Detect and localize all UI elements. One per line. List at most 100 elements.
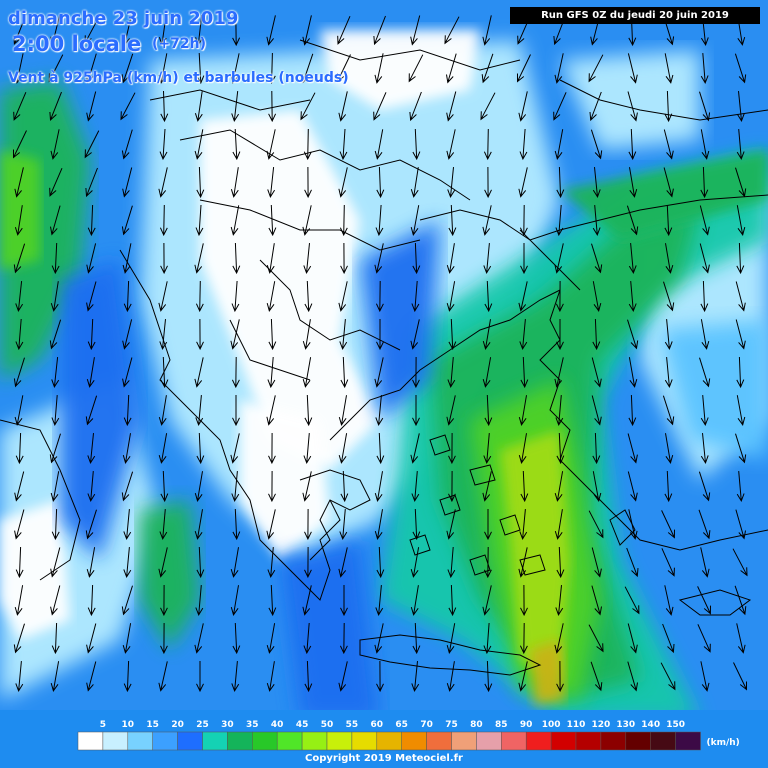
wind-arrow <box>122 433 131 464</box>
coastline <box>539 289 768 551</box>
wind-arrow <box>588 54 604 83</box>
wind-arrow <box>122 319 133 350</box>
wind-arrow <box>483 546 492 579</box>
coastline <box>678 589 752 616</box>
wind-arrow <box>482 471 492 502</box>
wind-arrow <box>376 166 385 199</box>
legend-tick-label: 25 <box>196 720 209 730</box>
wind-arrow <box>15 432 24 465</box>
wind-arrow <box>447 546 456 579</box>
wind-arrow <box>340 585 348 617</box>
wind-arrow <box>158 15 167 46</box>
wind-arrow <box>447 357 456 389</box>
wind-arrow <box>266 509 276 540</box>
wind-arrow <box>340 470 349 503</box>
coastline <box>299 39 521 71</box>
legend-tick-label: 50 <box>321 720 334 730</box>
legend-tick-label: 15 <box>146 720 159 730</box>
wind-arrow <box>338 91 348 122</box>
wind-arrow <box>14 471 25 502</box>
wind-arrow <box>196 546 205 579</box>
wind-arrow <box>268 470 276 503</box>
wind-arrow <box>338 433 348 464</box>
wind-arrow <box>300 92 316 121</box>
forecast-variable: Vent à 925hPa (km/h) et barbules (noeuds… <box>8 70 349 86</box>
wind-arrow <box>592 432 601 465</box>
wind-zone <box>320 30 480 110</box>
wind-arrow <box>230 167 239 198</box>
wind-arrow <box>49 433 61 464</box>
legend-swatch <box>326 731 353 751</box>
legend-swatch <box>376 731 402 751</box>
wind-arrow <box>338 167 348 198</box>
wind-arrow <box>444 16 460 45</box>
coastline <box>149 89 311 111</box>
legend-swatch <box>301 731 328 751</box>
wind-arrow <box>735 509 746 540</box>
wind-arrow <box>665 433 674 464</box>
wind-arrow <box>588 624 604 653</box>
wind-arrows <box>13 14 748 693</box>
legend-tick-label: 120 <box>592 720 611 730</box>
wind-arrow <box>338 547 348 578</box>
wind-arrow <box>160 622 168 655</box>
wind-arrow <box>158 395 167 426</box>
forecast-local-time: 2:00 locale <box>12 32 142 56</box>
wind-arrow <box>555 204 564 237</box>
wind-arrow <box>556 432 565 465</box>
wind-arrow <box>698 471 711 502</box>
wind-arrow <box>51 622 60 655</box>
wind-arrow <box>733 662 747 691</box>
wind-arrow <box>195 204 204 237</box>
wind-arrow <box>663 167 674 198</box>
wind-zone <box>240 400 330 560</box>
wind-arrow <box>518 281 528 312</box>
wind-arrow <box>374 623 384 654</box>
wind-arrow <box>699 243 710 274</box>
wind-arrow <box>482 15 492 46</box>
wind-arrow <box>699 91 711 122</box>
wind-arrow <box>230 585 239 616</box>
wind-arrow <box>339 204 348 237</box>
wind-arrow <box>664 90 673 123</box>
color-legend: 5 10 15 20 25 30 35 40 45 50 55 60 65 70 75 80 85 90 100 11… <box>0 710 768 768</box>
wind-arrow <box>520 356 529 389</box>
legend-tick-label: 110 <box>567 720 586 730</box>
wind-arrow <box>411 471 420 503</box>
wind-arrow <box>160 242 168 275</box>
wind-arrow <box>50 661 60 692</box>
coastline <box>429 434 451 456</box>
legend-tick-label: 70 <box>420 720 433 730</box>
wind-arrow <box>412 508 421 541</box>
wind-arrow <box>482 319 491 350</box>
wind-arrow <box>123 280 132 313</box>
wind-zone <box>60 260 140 560</box>
wind-arrow <box>628 281 637 313</box>
wind-arrow <box>592 471 602 502</box>
wind-arrow <box>304 166 312 199</box>
wind-arrow <box>15 661 24 693</box>
wind-arrow <box>483 433 492 465</box>
wind-arrow <box>446 243 455 274</box>
wind-zone <box>0 150 40 270</box>
wind-zone <box>660 320 768 460</box>
wind-arrow <box>86 661 97 692</box>
wind-arrow <box>627 661 638 692</box>
wind-arrow <box>14 509 25 540</box>
wind-arrow <box>700 433 709 465</box>
wind-arrow <box>484 509 492 541</box>
coastline <box>469 464 496 486</box>
wind-arrow <box>700 53 709 85</box>
wind-arrow <box>376 319 384 351</box>
wind-arrow <box>374 53 384 84</box>
wind-arrow <box>304 508 312 541</box>
wind-arrow <box>85 53 97 84</box>
wind-arrow <box>50 547 61 578</box>
wind-arrow <box>482 585 492 616</box>
legend-unit: (km/h) <box>707 738 740 748</box>
legend-swatch <box>501 731 527 751</box>
wind-arrow <box>15 318 24 351</box>
wind-arrow <box>591 547 602 578</box>
coastline <box>259 259 401 351</box>
